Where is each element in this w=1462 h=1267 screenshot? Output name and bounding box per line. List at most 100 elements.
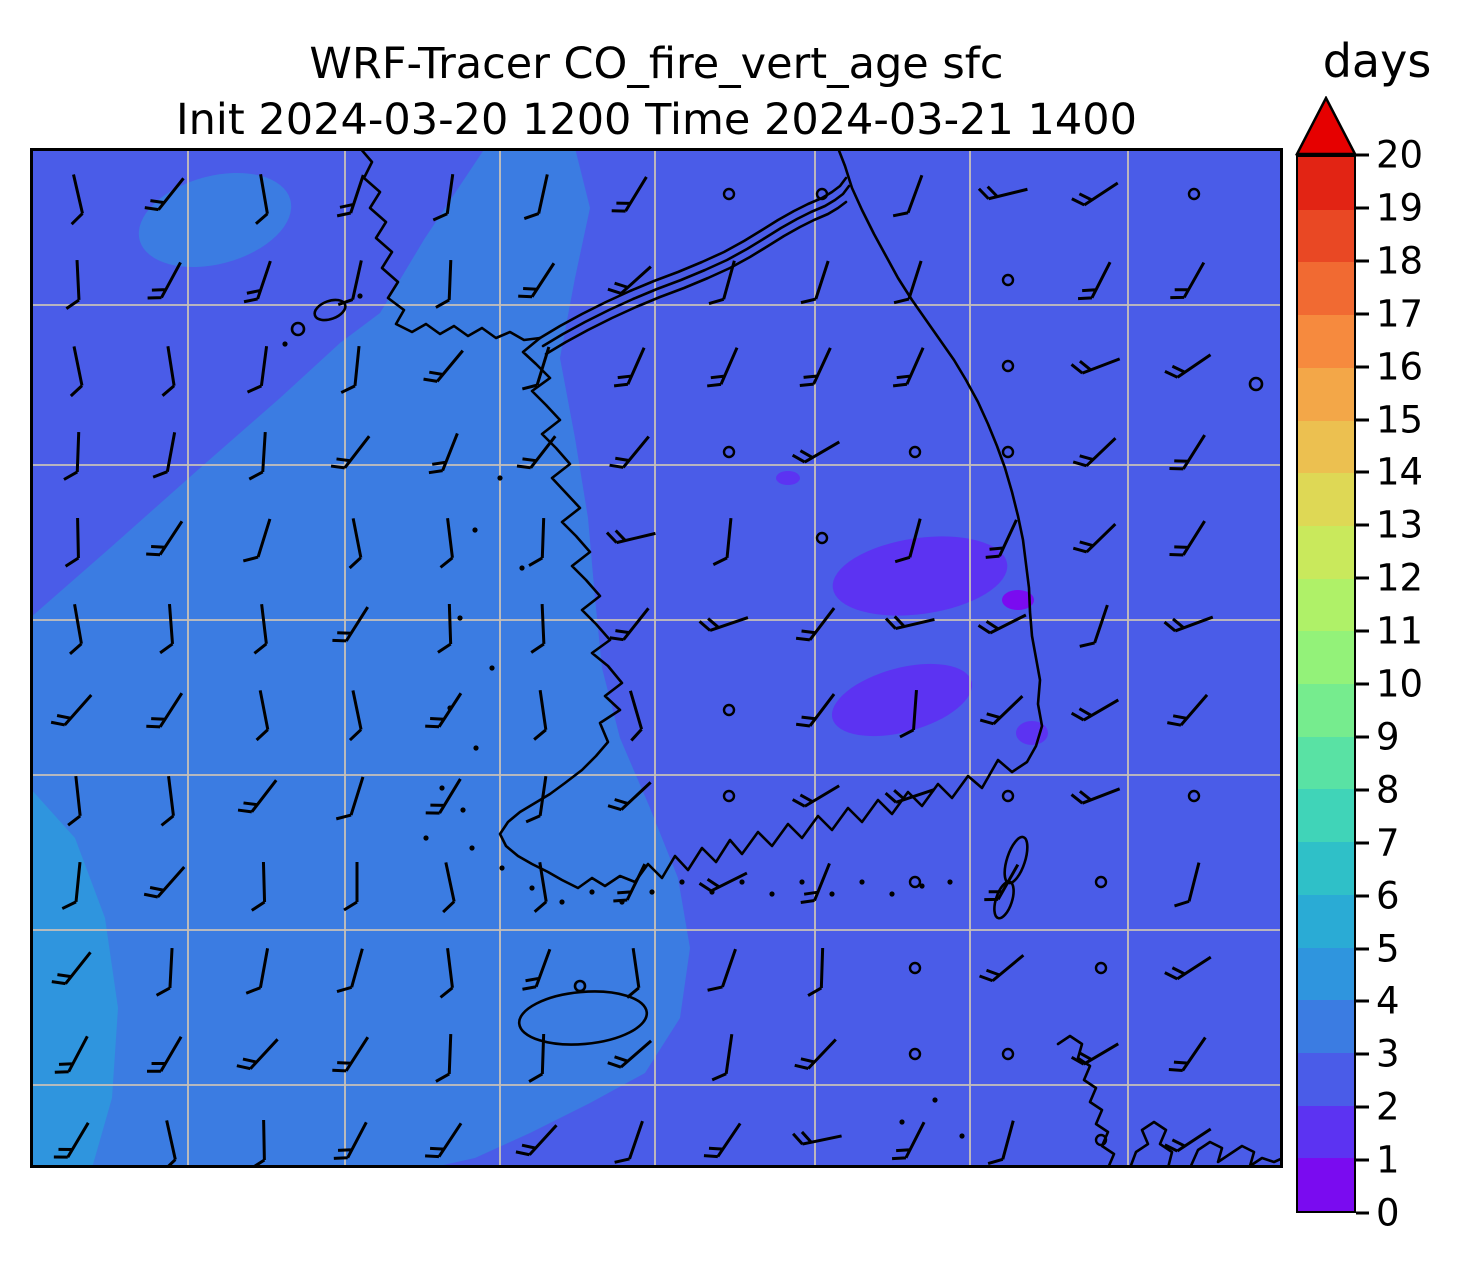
calm-wind-circle [1001, 789, 1015, 803]
colorbar-segment [1298, 1052, 1354, 1106]
wind-barb [703, 1122, 742, 1159]
wind-barb [792, 1130, 842, 1146]
wind-barb [884, 788, 935, 804]
wind-barb [515, 1124, 558, 1157]
colorbar-segment [1298, 684, 1354, 737]
colorbar-tick: 9 [1356, 718, 1400, 755]
colorbar-segment [1298, 789, 1354, 843]
wind-barb [698, 616, 749, 632]
jeju-north-islet [573, 979, 587, 993]
wind-barb [435, 259, 453, 309]
wind-barb [800, 862, 831, 905]
field-band-3-4-days [30, 148, 690, 1168]
wind-barb [698, 871, 748, 893]
wind-barb [712, 517, 733, 566]
wind-barb [425, 1122, 463, 1159]
gridlines [30, 148, 1283, 1168]
wind-barb [144, 177, 185, 212]
colorbar-units-label: days [1322, 34, 1432, 88]
colorbar-segment [1298, 420, 1354, 474]
colorbar-segment [1298, 736, 1354, 790]
colorbar-tick: 3 [1356, 1036, 1400, 1073]
colorbar-tick: 12 [1356, 560, 1423, 597]
wind-barbs [50, 173, 1214, 1168]
wind-barb [54, 1035, 89, 1074]
calm-wind-circle [1001, 1047, 1015, 1061]
colorbar-tick: 20 [1356, 137, 1423, 174]
calm-wind-circle [908, 961, 922, 975]
wind-barb [432, 173, 455, 222]
wind-barb [791, 784, 840, 808]
wind-barb [711, 1033, 734, 1082]
wind-barb [533, 689, 548, 741]
wind-barb [984, 863, 1020, 902]
border-line-1 [538, 176, 848, 340]
wind-barb [794, 1038, 837, 1070]
wind-barb [163, 1120, 177, 1168]
calm-wind-circle [1187, 789, 1201, 803]
wind-barb [65, 259, 81, 310]
wind-barb [977, 613, 1027, 635]
wind-barb [708, 260, 736, 305]
calm-wind-circle [908, 445, 922, 459]
wind-barb [1077, 261, 1112, 301]
calm-wind-circle [1001, 445, 1015, 459]
wind-barb [1169, 434, 1206, 471]
wind-barb [1170, 261, 1206, 300]
title-line-1: WRF-Tracer CO_fire_vert_age sfc [309, 39, 1004, 89]
wind-barb [439, 947, 454, 999]
colorbar-tick: 10 [1356, 666, 1423, 703]
coastline-japan-2 [1128, 1120, 1174, 1168]
wind-barb [435, 1033, 453, 1083]
wind-barb [607, 265, 652, 295]
colorbar-segment [1298, 1000, 1354, 1053]
colorbar-ticks: 0 1 2 3 4 5 6 7 8 9 10 11 12 13 14 15 16 17 18 19 20 [1356, 137, 1456, 1232]
wind-barb [250, 861, 267, 912]
plot-title: WRF-Tracer CO_fire_vert_age sfc Init 202… [30, 36, 1283, 148]
wind-barb [246, 345, 269, 394]
wind-barb [336, 948, 364, 993]
colorbar-segment [1298, 578, 1354, 632]
wind-barb [1070, 787, 1121, 805]
wind-barb [53, 1122, 90, 1159]
ulleungdo-island [1248, 376, 1264, 392]
colorbar-segment [1298, 894, 1354, 948]
wind-barb [523, 174, 549, 220]
wind-barb [67, 775, 82, 827]
calm-wind-circle [722, 789, 736, 803]
wind-barb [337, 260, 363, 306]
colorbar-tick: 13 [1356, 507, 1423, 544]
wind-barb [1070, 698, 1120, 722]
wind-barb [707, 347, 739, 388]
wind-barb [605, 529, 656, 545]
map-panel [30, 148, 1283, 1168]
wind-barb [1164, 955, 1212, 981]
wind-barb [332, 1036, 370, 1073]
colorbar-tick: 0 [1356, 1195, 1400, 1232]
colorbar-segment [1298, 1105, 1354, 1159]
wind-barb [63, 431, 81, 481]
coastline-korea-main [498, 148, 1044, 890]
wind-barb [160, 775, 175, 827]
tsushima-south [993, 880, 1015, 920]
wind-barb [1168, 1036, 1207, 1072]
wind-barb [1167, 693, 1209, 727]
calm-wind-circle [722, 187, 736, 201]
border-line-2 [541, 184, 851, 348]
west-island [290, 321, 306, 337]
wind-barb [50, 694, 93, 727]
calm-wind-circle [815, 531, 829, 545]
wind-barb [891, 1121, 926, 1161]
calm-wind-circle [908, 1047, 922, 1061]
coastline-northwest [358, 148, 542, 342]
wind-barb [147, 1035, 183, 1073]
wind-barb [243, 260, 272, 304]
wind-barb [161, 346, 176, 397]
wind-barb [613, 347, 646, 388]
wind-barb [707, 948, 737, 992]
wind-barb [147, 261, 182, 300]
wind-barb [1079, 604, 1109, 648]
calm-wind-circle [1001, 273, 1015, 287]
wind-barb [442, 862, 456, 914]
wind-barb [425, 692, 463, 729]
